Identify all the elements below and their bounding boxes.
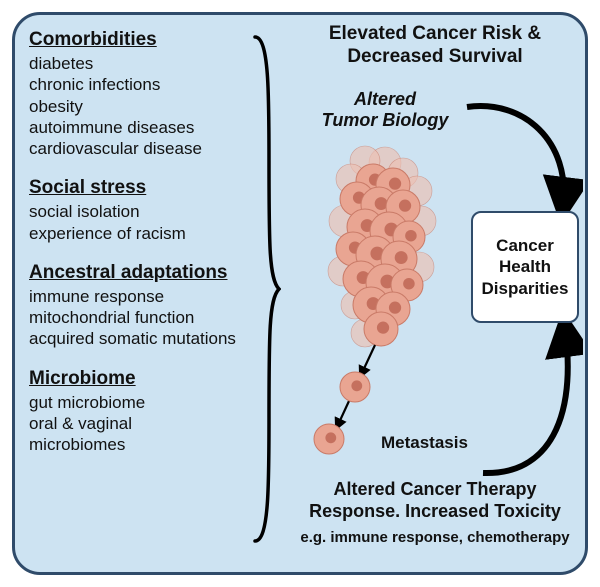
bottom-title: Altered Cancer Therapy Response. Increas… — [285, 479, 585, 522]
item: microbiomes — [29, 434, 247, 455]
outcome-box: Cancer Health Disparities — [471, 211, 579, 323]
tumor-cluster-graphic — [295, 133, 475, 473]
heading-comorbidities: Comorbidities — [29, 29, 247, 51]
item: mitochondrial function — [29, 307, 247, 328]
bottom-l1: Altered Cancer Therapy — [333, 479, 536, 499]
item: experience of racism — [29, 223, 247, 244]
heading-ancestral: Ancestral adaptations — [29, 262, 247, 284]
item: obesity — [29, 96, 247, 117]
item: chronic infections — [29, 74, 247, 95]
section-ancestral: Ancestral adaptations immune response mi… — [29, 262, 247, 350]
altered-l2: Tumor Biology — [322, 110, 449, 130]
section-microbiome: Microbiome gut microbiome oral & vaginal… — [29, 368, 247, 456]
top-title-l2: Decreased Survival — [347, 46, 522, 67]
item: gut microbiome — [29, 392, 247, 413]
section-comorbidities: Comorbidities diabetes chronic infection… — [29, 29, 247, 159]
item: social isolation — [29, 201, 247, 222]
altered-l1: Altered — [354, 89, 416, 109]
outcome-l2: Health — [499, 257, 551, 276]
diagram-panel: Comorbidities diabetes chronic infection… — [12, 12, 588, 575]
metastasis-label: Metastasis — [381, 433, 468, 453]
item: acquired somatic mutations — [29, 328, 247, 349]
item: oral & vaginal — [29, 413, 247, 434]
heading-microbiome: Microbiome — [29, 368, 247, 390]
top-title: Elevated Cancer Risk & Decreased Surviva… — [285, 23, 585, 69]
top-title-l1: Elevated Cancer Risk & — [329, 23, 541, 44]
outcome-l1: Cancer — [496, 236, 554, 255]
bottom-l2: Response. Increased Toxicity — [309, 501, 561, 521]
arrow-bottom-icon — [473, 319, 583, 479]
brace-icon — [247, 33, 281, 545]
right-area: Elevated Cancer Risk & Decreased Surviva… — [285, 23, 585, 573]
section-social-stress: Social stress social isolation experienc… — [29, 177, 247, 244]
bottom-subtitle: e.g. immune response, chemotherapy — [285, 529, 585, 546]
item: cardiovascular disease — [29, 138, 247, 159]
item: immune response — [29, 286, 247, 307]
outcome-l3: Disparities — [482, 279, 569, 298]
left-column: Comorbidities diabetes chronic infection… — [29, 29, 247, 455]
heading-social-stress: Social stress — [29, 177, 247, 199]
altered-tumor-biology-label: Altered Tumor Biology — [305, 89, 465, 130]
item: diabetes — [29, 53, 247, 74]
item: autoimmune diseases — [29, 117, 247, 138]
arrow-top-icon — [453, 101, 583, 221]
